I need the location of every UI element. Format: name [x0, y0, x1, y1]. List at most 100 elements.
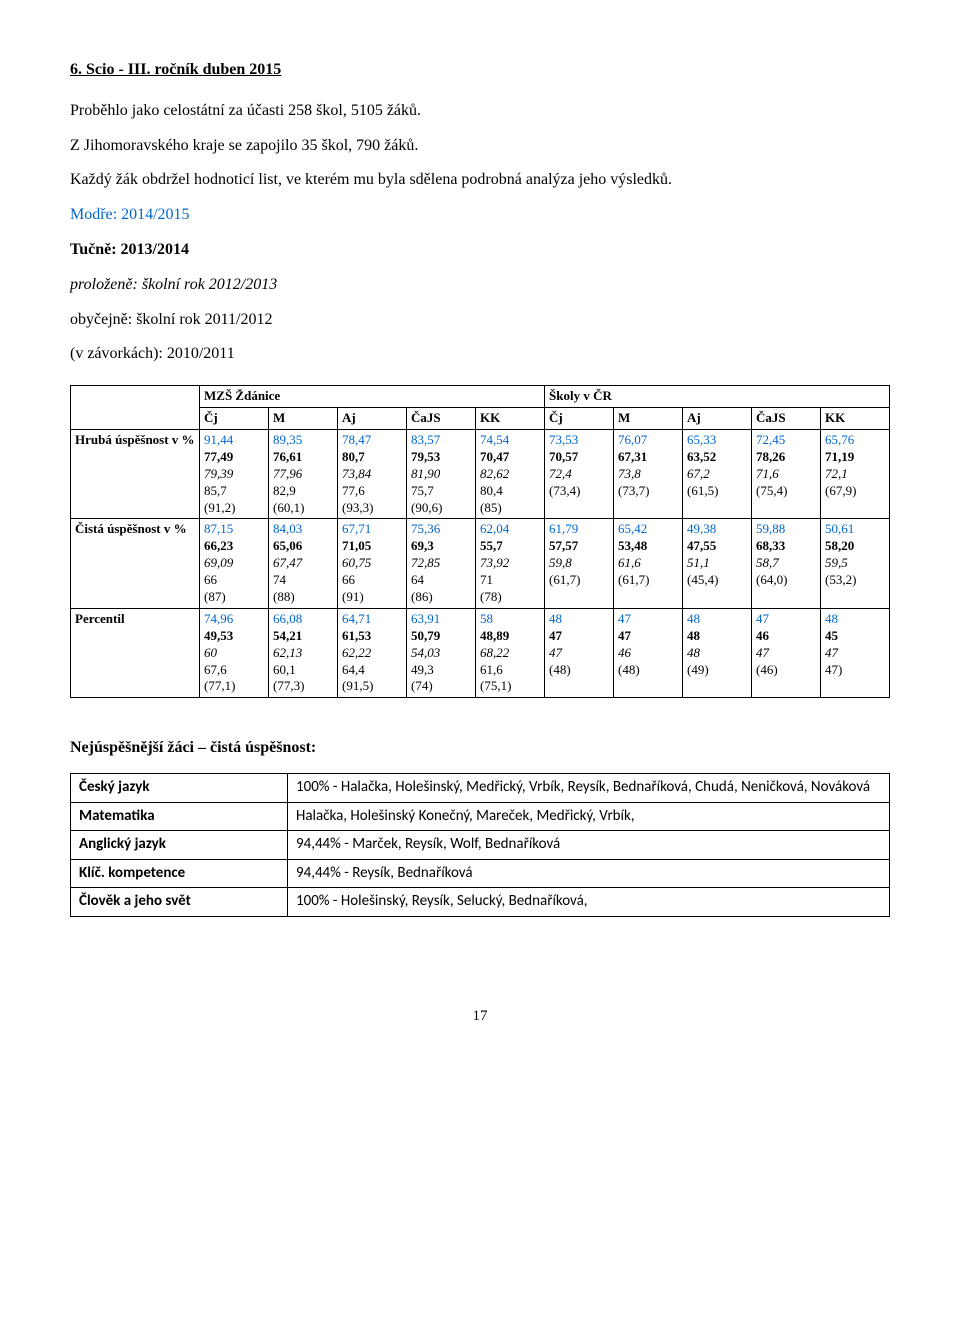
- row-label: Hrubá úspěšnost v %: [71, 429, 200, 518]
- year-value: 67,47: [273, 555, 333, 572]
- year-value: 58,20: [825, 538, 885, 555]
- year-value: (88): [273, 589, 333, 606]
- legend-italic: proloženě: školní rok 2012/2013: [70, 275, 890, 296]
- legend-bold: Tučně: 2013/2014: [70, 240, 890, 261]
- data-cell: 49,3847,5551,1(45,4): [683, 519, 752, 608]
- year-value: 83,57: [411, 432, 471, 449]
- column-header: Čj: [200, 408, 269, 430]
- year-value: 60,1: [273, 662, 333, 679]
- data-cell: 76,0767,3173,8(73,7): [614, 429, 683, 518]
- data-cell: 484747(48): [545, 608, 614, 697]
- data-cell: 72,4578,2671,6(75,4): [752, 429, 821, 518]
- year-value: 54,03: [411, 645, 471, 662]
- data-cell: 474647(46): [752, 608, 821, 697]
- year-value: 50,79: [411, 628, 471, 645]
- data-cell: 91,4477,4979,3985,7(91,2): [200, 429, 269, 518]
- year-value: 71,19: [825, 449, 885, 466]
- year-value: 71: [480, 572, 540, 589]
- year-value: 80,7: [342, 449, 402, 466]
- best-row-label: Klíč. kompetence: [71, 859, 288, 888]
- results-table: MZŠ ŽdániceŠkoly v ČRČjMAjČaJSKKČjMAjČaJ…: [70, 385, 890, 698]
- year-value: 66,23: [204, 538, 264, 555]
- year-value: (91,2): [204, 500, 264, 517]
- data-cell: 83,5779,5381,9075,7(90,6): [407, 429, 476, 518]
- best-students-table: Český jazyk100% - Halačka, Holešinský, M…: [70, 773, 890, 917]
- year-value: 70,57: [549, 449, 609, 466]
- data-cell: 63,9150,7954,0349,3(74): [407, 608, 476, 697]
- year-value: 47): [825, 662, 885, 679]
- year-value: 48: [825, 611, 885, 628]
- year-value: 85,7: [204, 483, 264, 500]
- legend-normal: obyčejně: školní rok 2011/2012: [70, 310, 890, 331]
- year-value: 61,53: [342, 628, 402, 645]
- paragraph-2: Z Jihomoravského kraje se zapojilo 35 šk…: [70, 136, 890, 157]
- year-value: 53,48: [618, 538, 678, 555]
- year-value: (53,2): [825, 572, 885, 589]
- year-value: 72,1: [825, 466, 885, 483]
- year-value: 87,15: [204, 521, 264, 538]
- column-header: KK: [476, 408, 545, 430]
- year-value: 48: [687, 645, 747, 662]
- year-value: 69,3: [411, 538, 471, 555]
- group-header: Školy v ČR: [545, 386, 890, 408]
- data-cell: 64,7161,5362,2264,4(91,5): [338, 608, 407, 697]
- year-value: 82,62: [480, 466, 540, 483]
- column-header: Aj: [683, 408, 752, 430]
- year-value: (77,1): [204, 678, 264, 695]
- data-cell: 59,8868,3358,7(64,0): [752, 519, 821, 608]
- year-value: 77,6: [342, 483, 402, 500]
- year-value: 49,38: [687, 521, 747, 538]
- year-value: 67,2: [687, 466, 747, 483]
- best-row-value: 100% - Halačka, Holešinský, Medřický, Vr…: [288, 774, 890, 803]
- year-value: 61,79: [549, 521, 609, 538]
- year-value: (73,4): [549, 483, 609, 500]
- year-value: 47: [825, 645, 885, 662]
- year-value: 68,33: [756, 538, 816, 555]
- column-header: ČaJS: [752, 408, 821, 430]
- year-value: 46: [618, 645, 678, 662]
- year-value: 55,7: [480, 538, 540, 555]
- year-value: 45: [825, 628, 885, 645]
- year-value: 70,47: [480, 449, 540, 466]
- rowlabel-header: [71, 386, 200, 430]
- year-value: (75,1): [480, 678, 540, 695]
- column-header: M: [614, 408, 683, 430]
- year-value: 73,8: [618, 466, 678, 483]
- year-value: 84,03: [273, 521, 333, 538]
- year-value: 64,4: [342, 662, 402, 679]
- year-value: 47,55: [687, 538, 747, 555]
- best-row-label: Člověk a jeho svět: [71, 888, 288, 917]
- year-value: 65,42: [618, 521, 678, 538]
- year-value: 47: [618, 611, 678, 628]
- year-value: 80,4: [480, 483, 540, 500]
- data-cell: 61,7957,5759,8(61,7): [545, 519, 614, 608]
- year-value: (49): [687, 662, 747, 679]
- year-value: (78): [480, 589, 540, 606]
- year-value: (85): [480, 500, 540, 517]
- year-value: (48): [618, 662, 678, 679]
- year-value: 77,96: [273, 466, 333, 483]
- year-value: 58,7: [756, 555, 816, 572]
- best-row-value: Halačka, Holešinský Konečný, Mareček, Me…: [288, 802, 890, 831]
- year-value: 78,47: [342, 432, 402, 449]
- year-value: 69,09: [204, 555, 264, 572]
- page-number: 17: [70, 1007, 890, 1027]
- year-value: 62,04: [480, 521, 540, 538]
- data-cell: 62,0455,773,9271(78): [476, 519, 545, 608]
- year-value: 81,90: [411, 466, 471, 483]
- data-cell: 87,1566,2369,0966(87): [200, 519, 269, 608]
- year-value: 57,57: [549, 538, 609, 555]
- year-value: (45,4): [687, 572, 747, 589]
- year-value: 48: [687, 628, 747, 645]
- page-heading: 6. Scio - III. ročník duben 2015: [70, 60, 890, 81]
- year-value: (61,7): [549, 572, 609, 589]
- year-value: (86): [411, 589, 471, 606]
- year-value: 60: [204, 645, 264, 662]
- year-value: 63,52: [687, 449, 747, 466]
- year-value: 54,21: [273, 628, 333, 645]
- year-value: (90,6): [411, 500, 471, 517]
- data-cell: 73,5370,5772,4(73,4): [545, 429, 614, 518]
- best-section-heading: Nejúspěšnější žáci – čistá úspěšnost:: [70, 738, 890, 759]
- year-value: 66: [204, 572, 264, 589]
- year-value: (91): [342, 589, 402, 606]
